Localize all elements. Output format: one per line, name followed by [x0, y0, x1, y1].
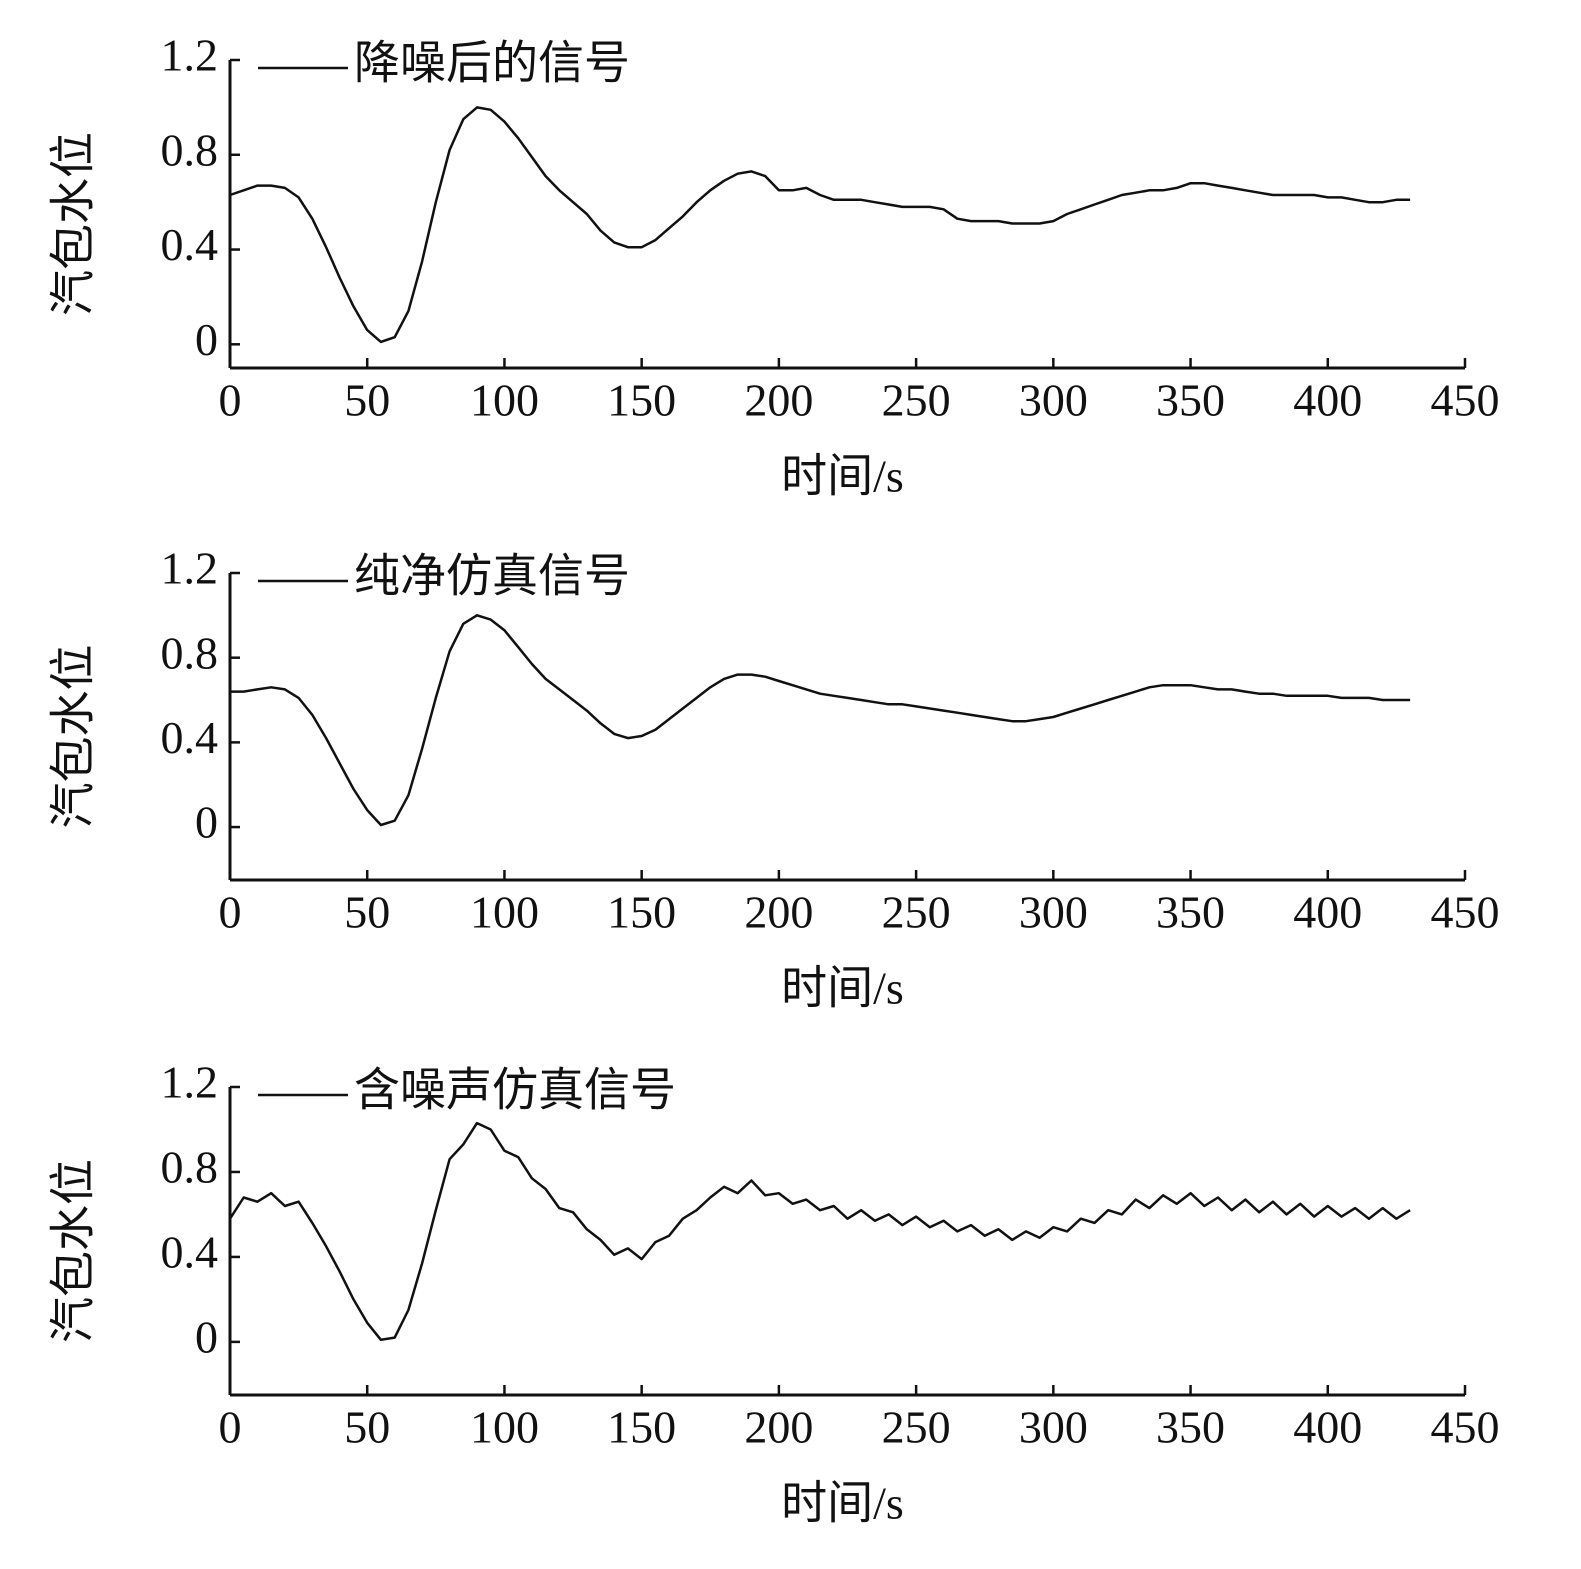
x-tick-label: 400	[1293, 375, 1362, 426]
x-tick-label: 0	[219, 1402, 242, 1453]
series-line	[230, 614, 1411, 827]
x-tick-label: 200	[744, 887, 813, 938]
x-tick-label: 200	[744, 375, 813, 426]
y-tick-label: 0	[195, 314, 218, 365]
x-tick-label: 350	[1156, 375, 1225, 426]
x-tick-label: 300	[1019, 1402, 1088, 1453]
y-axis-label: 汽包水位	[48, 1159, 99, 1343]
series-line	[229, 106, 1411, 344]
y-tick-label: 0.8	[161, 124, 219, 175]
x-tick-label: 350	[1156, 1402, 1225, 1453]
x-axis-label: 时间/s	[781, 1478, 904, 1529]
x-tick-label: 100	[470, 887, 539, 938]
y-tick-label: 0.8	[161, 1142, 219, 1193]
y-axis-label: 汽包水位	[48, 132, 99, 316]
x-tick-label: 300	[1019, 375, 1088, 426]
x-tick-label: 150	[607, 1402, 676, 1453]
x-tick-label: 100	[470, 375, 539, 426]
x-tick-label: 0	[219, 887, 242, 938]
x-tick-label: 50	[344, 1402, 390, 1453]
x-tick-label: 400	[1293, 1402, 1362, 1453]
x-tick-label: 250	[882, 1402, 951, 1453]
legend-label: 含噪声仿真信号	[354, 1065, 676, 1116]
y-tick-label: 0.4	[161, 219, 219, 270]
y-tick-label: 0.4	[161, 712, 219, 763]
legend-label: 纯净仿真信号	[354, 551, 630, 602]
x-tick-label: 250	[882, 375, 951, 426]
x-tick-label: 150	[607, 887, 676, 938]
x-tick-label: 50	[344, 887, 390, 938]
legend-label: 降噪后的信号	[354, 38, 630, 89]
x-tick-label: 100	[470, 1402, 539, 1453]
y-tick-label: 0.8	[161, 627, 219, 678]
x-tick-label: 250	[882, 887, 951, 938]
x-tick-label: 450	[1431, 1402, 1500, 1453]
x-tick-label: 350	[1156, 887, 1225, 938]
x-tick-label: 0	[219, 375, 242, 426]
y-tick-label: 1.2	[161, 1057, 219, 1108]
y-tick-label: 1.2	[161, 30, 219, 81]
x-tick-label: 450	[1431, 887, 1500, 938]
series-line	[228, 1121, 1411, 1342]
x-tick-label: 200	[744, 1402, 813, 1453]
y-tick-label: 0.4	[161, 1226, 219, 1277]
x-tick-label: 300	[1019, 887, 1088, 938]
x-tick-label: 400	[1293, 887, 1362, 938]
y-axis-label: 汽包水位	[48, 645, 99, 829]
x-axis-label: 时间/s	[781, 963, 904, 1014]
x-axis-label: 时间/s	[781, 451, 904, 502]
y-tick-label: 0	[195, 797, 218, 848]
y-tick-label: 1.2	[161, 543, 219, 594]
x-tick-label: 50	[344, 375, 390, 426]
x-tick-label: 450	[1431, 375, 1500, 426]
y-tick-label: 0	[195, 1311, 218, 1362]
x-tick-label: 150	[607, 375, 676, 426]
